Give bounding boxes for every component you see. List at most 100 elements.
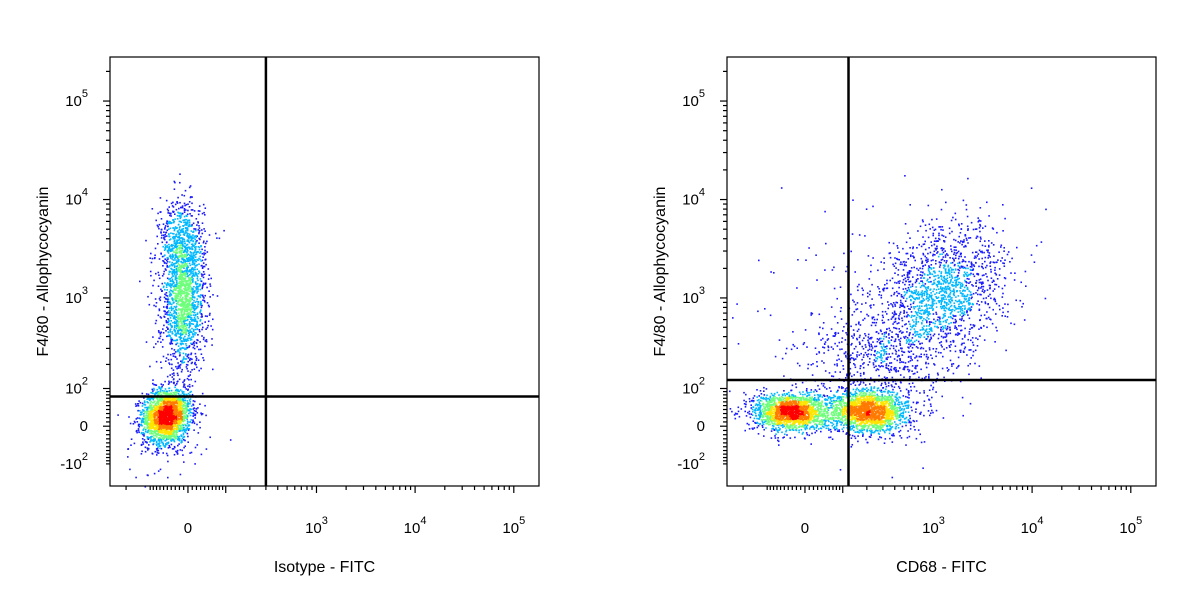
event-point bbox=[171, 421, 173, 423]
event-point bbox=[185, 298, 188, 301]
event-point bbox=[148, 407, 150, 410]
event-point bbox=[185, 218, 188, 221]
event-point bbox=[149, 426, 152, 429]
event-point bbox=[193, 368, 196, 370]
event-point bbox=[158, 331, 160, 334]
event-point bbox=[193, 228, 195, 230]
event-point bbox=[180, 252, 183, 255]
event-point bbox=[178, 409, 180, 412]
event-point bbox=[198, 237, 200, 240]
event-point bbox=[172, 402, 175, 404]
event-point bbox=[170, 293, 172, 296]
event-point bbox=[182, 436, 185, 438]
event-point bbox=[175, 279, 178, 282]
event-point bbox=[162, 260, 164, 262]
event-point bbox=[199, 294, 202, 296]
event-point bbox=[160, 228, 163, 231]
event-point bbox=[185, 343, 187, 345]
event-point bbox=[150, 391, 152, 394]
event-point bbox=[189, 325, 191, 327]
event-point bbox=[149, 441, 151, 443]
event-point bbox=[185, 270, 188, 273]
event-point bbox=[160, 428, 163, 431]
event-point bbox=[788, 398, 790, 400]
event-point bbox=[159, 406, 162, 408]
event-point bbox=[185, 331, 187, 334]
event-point bbox=[190, 299, 192, 301]
event-point bbox=[165, 392, 167, 394]
event-point bbox=[177, 332, 179, 335]
event-point bbox=[181, 435, 183, 437]
event-point bbox=[188, 424, 191, 427]
event-point bbox=[194, 311, 196, 314]
event-point bbox=[169, 400, 171, 403]
event-point bbox=[168, 382, 171, 384]
event-point bbox=[167, 317, 169, 320]
event-point bbox=[185, 366, 188, 368]
event-point bbox=[150, 436, 152, 438]
event-point bbox=[157, 452, 160, 454]
event-point bbox=[169, 277, 171, 280]
event-point bbox=[173, 413, 176, 415]
event-point bbox=[154, 431, 157, 433]
event-point bbox=[155, 392, 157, 394]
event-point bbox=[171, 232, 174, 235]
event-point bbox=[743, 391, 745, 394]
event-point bbox=[159, 402, 162, 405]
event-point bbox=[203, 336, 205, 339]
event-point bbox=[179, 404, 181, 407]
event-point bbox=[177, 224, 180, 226]
event-point bbox=[189, 236, 191, 239]
event-point bbox=[179, 181, 181, 184]
event-point bbox=[175, 249, 177, 252]
event-point bbox=[196, 313, 199, 315]
event-point bbox=[180, 221, 183, 223]
event-point bbox=[164, 431, 166, 433]
event-point bbox=[182, 314, 184, 316]
event-point bbox=[150, 409, 152, 411]
event-point bbox=[179, 473, 182, 476]
event-point bbox=[181, 313, 183, 316]
event-point bbox=[179, 282, 182, 285]
event-point bbox=[168, 271, 171, 273]
event-point bbox=[180, 249, 182, 252]
event-point bbox=[144, 416, 147, 419]
event-point bbox=[173, 315, 176, 317]
event-point bbox=[173, 316, 176, 318]
event-point bbox=[185, 301, 188, 303]
event-point bbox=[160, 388, 162, 391]
event-point bbox=[169, 261, 171, 263]
event-point bbox=[185, 224, 188, 226]
event-point bbox=[178, 264, 181, 267]
event-point bbox=[183, 338, 185, 341]
event-point bbox=[160, 410, 162, 413]
event-point bbox=[182, 381, 184, 384]
event-point bbox=[189, 196, 192, 199]
event-point bbox=[176, 269, 178, 272]
event-point bbox=[168, 206, 170, 208]
event-point bbox=[177, 330, 180, 332]
event-point bbox=[190, 294, 193, 297]
event-point bbox=[185, 263, 188, 266]
event-point bbox=[172, 404, 174, 407]
event-point bbox=[173, 349, 176, 351]
event-point bbox=[178, 292, 181, 294]
event-point bbox=[147, 393, 150, 396]
event-point bbox=[186, 250, 188, 253]
event-point bbox=[155, 426, 157, 429]
event-point bbox=[187, 228, 189, 230]
event-point bbox=[168, 428, 171, 430]
event-point bbox=[177, 286, 179, 288]
event-point bbox=[165, 390, 167, 392]
event-point bbox=[146, 420, 148, 422]
event-point bbox=[176, 423, 179, 425]
event-point bbox=[152, 436, 155, 439]
event-point bbox=[188, 277, 190, 279]
event-point bbox=[167, 430, 170, 433]
event-point bbox=[174, 384, 177, 386]
event-point bbox=[187, 375, 190, 378]
event-point bbox=[164, 435, 166, 437]
event-point bbox=[172, 321, 174, 324]
event-point bbox=[186, 222, 189, 224]
event-point bbox=[186, 415, 189, 418]
